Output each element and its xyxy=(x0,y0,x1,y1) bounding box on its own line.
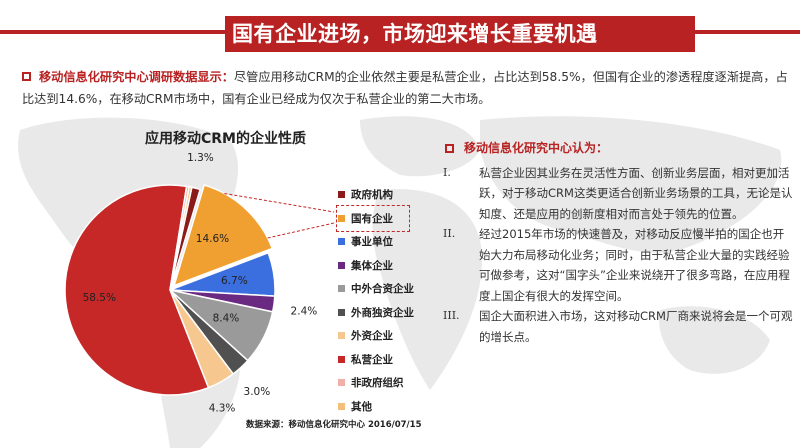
legend-swatch xyxy=(338,261,345,269)
data-label-5: 8.4% xyxy=(213,313,240,325)
legend-swatch xyxy=(338,355,345,363)
pie-chart: 1.3% 14.6% 6.7% 2.4% 8.4% 3.0% 4.3% 58.5% xyxy=(64,152,335,414)
point-number: II. xyxy=(443,227,456,240)
legend-label: 集体企业 xyxy=(351,259,393,272)
pie-slice-2 xyxy=(172,184,274,287)
point-number: I. xyxy=(443,165,451,179)
page-title: 国有企业进场，市场迎来增长重要机遇 xyxy=(232,22,598,46)
legend-item-8: 私营企业 xyxy=(338,348,438,372)
point-number: III. xyxy=(443,309,460,322)
data-source: 数据来源：移动信息化研究中心 2016/07/15 xyxy=(246,420,422,430)
legend-label: 其他 xyxy=(351,400,372,413)
legend-item-7: 外资企业 xyxy=(338,324,438,348)
legend-item-3: 事业单位 xyxy=(338,230,438,254)
panel-heading: 移动信息化研究中心认为： xyxy=(445,138,793,159)
legend-item-2: 国有企业 xyxy=(336,204,410,232)
point-text: 国企大面积进入市场，这对移动CRM厂商来说将会是一个可观的增长点。 xyxy=(479,309,793,344)
legend-label: 政府机构 xyxy=(351,189,393,202)
analysis-point: I. 私营企业因其业务在灵活性方面、创新业务层面，相对更加活跃，对于移动CRM这… xyxy=(443,163,793,225)
legend-item-9: 非政府组织 xyxy=(338,371,438,395)
square-bullet-icon xyxy=(22,72,31,81)
legend-swatch xyxy=(338,402,345,410)
intro-text: 尽管应用移动CRM的企业依然主要是私营企业，占比达到58.5%，但国有企业的渗透… xyxy=(22,70,788,106)
legend-label: 外资企业 xyxy=(351,330,393,343)
data-label-1: 1.3% xyxy=(187,152,214,164)
legend-item-4: 集体企业 xyxy=(338,254,438,278)
legend-label: 事业单位 xyxy=(351,236,393,249)
header-rule-right xyxy=(695,30,800,34)
legend-swatch xyxy=(338,238,345,246)
legend-swatch xyxy=(338,379,345,387)
analysis-point: II. 经过2015年市场的快速普及，对移动反应慢半拍的国企也开始大力布局移动化… xyxy=(443,224,793,306)
analysis-panel: 移动信息化研究中心认为： I. 私营企业因其业务在灵活性方面、创新业务层面，相对… xyxy=(443,138,793,347)
chart-title: 应用移动CRM的企业性质 xyxy=(145,131,306,147)
analysis-point: III. 国企大面积进入市场，这对移动CRM厂商来说将会是一个可观的增长点。 xyxy=(443,306,793,347)
header-bar xyxy=(225,16,695,52)
data-label-8: 58.5% xyxy=(83,292,116,304)
legend-item-1: 政府机构 xyxy=(338,183,438,207)
legend-item-6: 外商独资企业 xyxy=(338,301,438,325)
intro-source: 移动信息化研究中心调研数据显示： xyxy=(39,70,234,84)
legend-swatch xyxy=(338,214,345,222)
legend-item-5: 中外合资企业 xyxy=(338,277,438,301)
point-text: 经过2015年市场的快速普及，对移动反应慢半拍的国企也开始大力布局移动化业务；同… xyxy=(479,227,790,303)
legend-swatch xyxy=(338,191,345,199)
legend-item-10: 其他 xyxy=(338,395,438,419)
data-label-2: 14.6% xyxy=(196,233,229,245)
legend-swatch xyxy=(338,285,345,293)
data-label-4: 2.4% xyxy=(291,305,318,317)
data-label-3: 6.7% xyxy=(221,275,248,287)
data-label-6: 3.0% xyxy=(244,386,271,398)
legend-label: 非政府组织 xyxy=(351,377,404,390)
intro-paragraph: 移动信息化研究中心调研数据显示：尽管应用移动CRM的企业依然主要是私营企业，占比… xyxy=(22,66,788,110)
header-rule-left xyxy=(0,30,225,34)
point-text: 私营企业因其业务在灵活性方面、创新业务层面，相对更加活跃，对于移动CRM这类更适… xyxy=(479,165,793,221)
chart-legend: 政府机构国有企业事业单位集体企业中外合资企业 外商独资企业 外资企业私营企业非政府组… xyxy=(336,183,438,419)
square-bullet-icon xyxy=(445,144,454,153)
pie-slice-10 xyxy=(169,185,193,291)
legend-label: 国有企业 xyxy=(351,212,393,225)
data-label-7: 4.3% xyxy=(209,402,236,414)
legend-swatch xyxy=(338,332,345,340)
legend-label: 中外合资企业 xyxy=(351,283,414,296)
callout-line-1 xyxy=(224,192,335,213)
legend-label: 外商独资企业 xyxy=(351,306,414,319)
legend-swatch xyxy=(338,308,345,316)
callout-line-2 xyxy=(267,222,335,239)
pie-slice-8 xyxy=(64,184,210,396)
legend-label: 私营企业 xyxy=(351,353,393,366)
